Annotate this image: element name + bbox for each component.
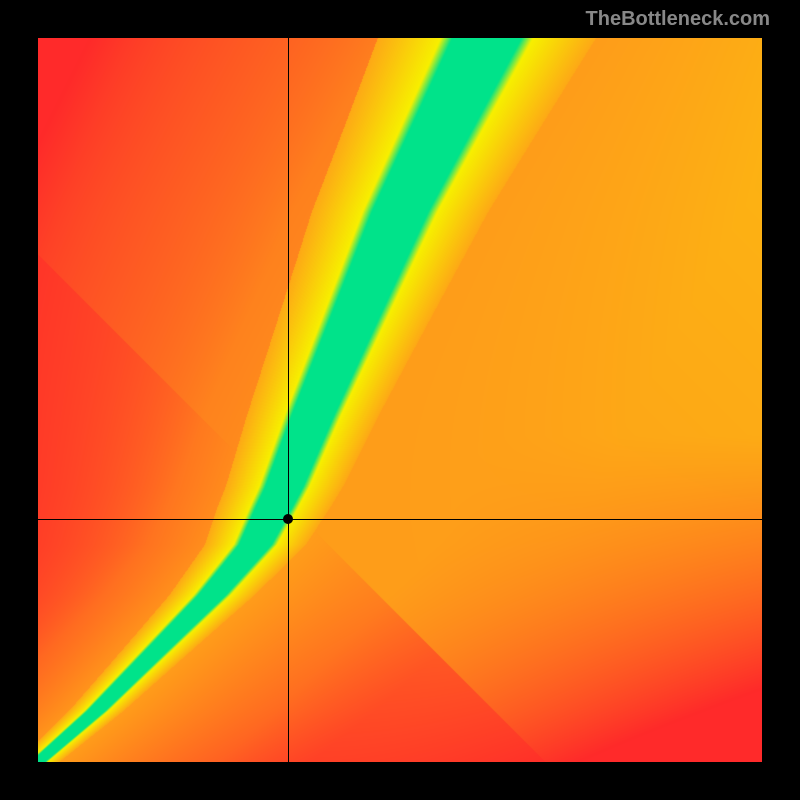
heatmap-canvas <box>38 38 762 762</box>
crosshair-vertical <box>288 38 289 762</box>
attribution-text: TheBottleneck.com <box>586 8 770 31</box>
crosshair-horizontal <box>38 519 762 520</box>
marker-point <box>283 514 293 524</box>
chart-area <box>38 38 762 762</box>
